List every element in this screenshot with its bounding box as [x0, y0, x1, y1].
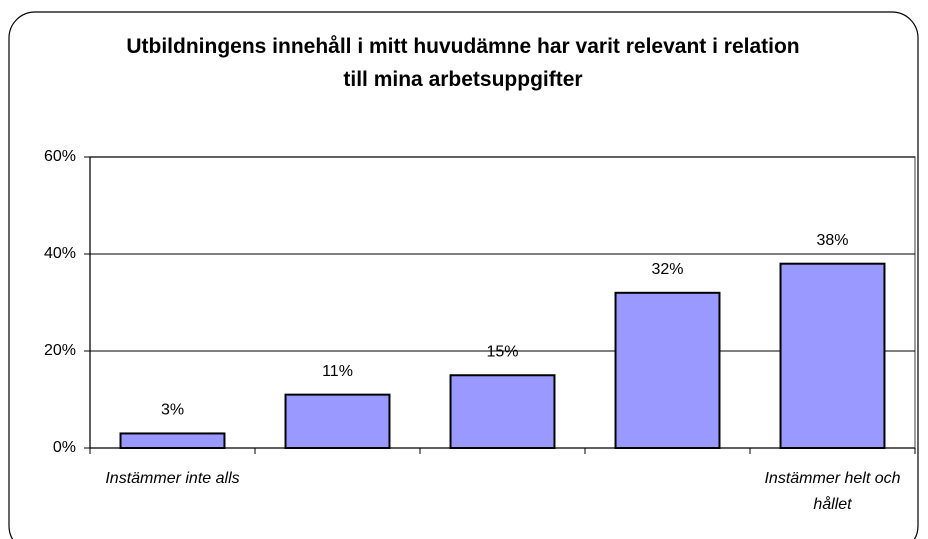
x-label-box: Instämmer helt och hållet — [764, 470, 901, 513]
bar — [614, 291, 721, 449]
data-label: 11% — [322, 363, 353, 380]
data-label: 38% — [816, 232, 848, 249]
y-tick-label: 60% — [44, 148, 76, 165]
title-box: Utbildningens innehåll i mitt huvudämne … — [126, 35, 800, 91]
data-label: 3% — [161, 402, 184, 419]
y-tick-label: 40% — [44, 245, 76, 262]
chart-title: Utbildningens innehåll i mitt huvudämne … — [126, 35, 800, 91]
x-tick-label: Instämmer helt och hållet — [764, 470, 901, 513]
bar — [284, 393, 391, 449]
bar — [779, 262, 886, 450]
x-label-box: Instämmer inte alls — [105, 470, 240, 487]
x-tick-label: Instämmer inte alls — [105, 470, 240, 487]
y-tick-label: 20% — [44, 342, 76, 359]
data-label: 32% — [651, 261, 683, 278]
data-label: 15% — [486, 343, 518, 360]
bar — [449, 374, 556, 449]
y-tick-label: 0% — [53, 439, 76, 456]
bar — [119, 432, 226, 450]
